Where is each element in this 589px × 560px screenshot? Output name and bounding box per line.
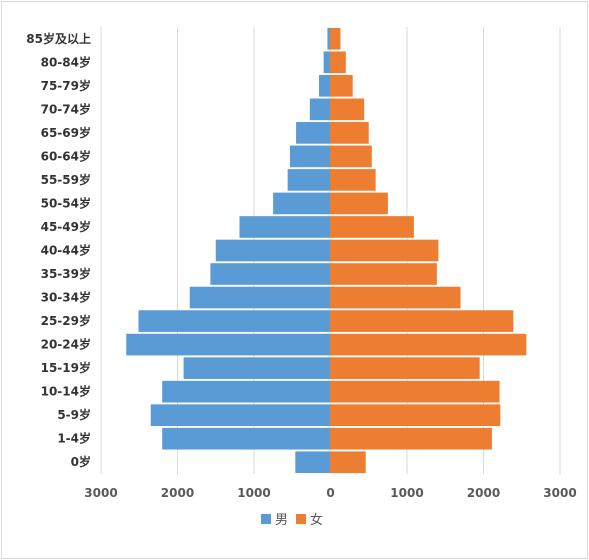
female-bar-0 bbox=[330, 451, 366, 474]
female-bar-13 bbox=[330, 145, 372, 168]
female-bar-18 bbox=[330, 27, 341, 50]
female-bar-11 bbox=[330, 192, 388, 215]
category-label: 1-4岁 bbox=[57, 431, 91, 446]
category-label: 35-39岁 bbox=[41, 266, 91, 281]
category-label: 25-29岁 bbox=[41, 313, 91, 328]
category-label: 20-24岁 bbox=[41, 337, 91, 352]
female-bar-12 bbox=[330, 169, 376, 191]
category-label: 15-19岁 bbox=[41, 360, 91, 375]
male-bar-4 bbox=[183, 357, 330, 379]
male-bar-18 bbox=[327, 27, 330, 50]
male-bar-12 bbox=[287, 169, 330, 191]
x-tick-label: 2000 bbox=[161, 486, 194, 500]
female-bar-17 bbox=[330, 51, 346, 74]
female-bar-1 bbox=[330, 427, 492, 450]
female-bar-2 bbox=[330, 404, 501, 427]
legend-swatch-male bbox=[261, 514, 271, 524]
category-label: 55-59岁 bbox=[41, 172, 91, 187]
male-bar-14 bbox=[296, 122, 330, 144]
male-bar-1 bbox=[162, 427, 330, 450]
category-label: 45-49岁 bbox=[41, 219, 91, 234]
category-label: 0岁 bbox=[71, 454, 91, 469]
female-bar-9 bbox=[330, 239, 439, 262]
male-bar-6 bbox=[138, 310, 330, 332]
category-label: 80-84岁 bbox=[41, 54, 91, 69]
legend-label-female: 女 bbox=[310, 512, 323, 528]
category-label: 30-34岁 bbox=[41, 290, 91, 305]
female-bar-6 bbox=[330, 310, 514, 332]
male-bar-15 bbox=[309, 98, 330, 121]
male-bar-17 bbox=[323, 51, 330, 74]
category-labels: 0岁 1-4岁 5-9岁 10-14岁 15-19岁 20-24岁 25-29岁 30-34岁… bbox=[26, 31, 91, 469]
x-tick-label: 3000 bbox=[543, 486, 576, 500]
female-bar-15 bbox=[330, 98, 365, 121]
legend-label-male: 男 bbox=[275, 513, 288, 528]
male-bar-10 bbox=[239, 216, 330, 238]
male-bar-16 bbox=[319, 74, 330, 97]
male-bar-3 bbox=[162, 380, 330, 403]
x-tick-label: 0 bbox=[326, 486, 334, 500]
legend: 男女 bbox=[261, 512, 323, 528]
x-tick-label: 1000 bbox=[237, 486, 270, 500]
bars bbox=[126, 27, 527, 474]
category-label: 50-54岁 bbox=[41, 195, 91, 210]
x-tick-label: 3000 bbox=[84, 486, 117, 500]
category-label: 5-9岁 bbox=[57, 407, 91, 422]
category-label: 65-69岁 bbox=[41, 125, 91, 140]
category-label: 75-79岁 bbox=[41, 78, 91, 93]
female-bar-14 bbox=[330, 122, 369, 144]
female-bar-16 bbox=[330, 74, 353, 97]
category-label: 60-64岁 bbox=[41, 148, 91, 163]
category-label: 85岁及以上 bbox=[26, 31, 91, 46]
female-bar-5 bbox=[330, 333, 527, 356]
female-bar-4 bbox=[330, 357, 480, 379]
female-bar-8 bbox=[330, 263, 437, 285]
male-bar-9 bbox=[215, 239, 330, 262]
legend-swatch-female bbox=[296, 514, 306, 524]
male-bar-7 bbox=[189, 286, 330, 309]
male-bar-5 bbox=[126, 333, 331, 356]
female-bar-3 bbox=[330, 380, 500, 403]
category-label: 10-14岁 bbox=[41, 384, 91, 399]
female-bar-10 bbox=[330, 216, 414, 238]
category-label: 70-74岁 bbox=[41, 101, 91, 116]
male-bar-2 bbox=[150, 404, 330, 427]
male-bar-11 bbox=[273, 192, 330, 215]
male-bar-13 bbox=[289, 145, 330, 168]
x-tick-label: 1000 bbox=[390, 486, 423, 500]
x-tick-label: 2000 bbox=[467, 486, 500, 500]
male-bar-8 bbox=[210, 263, 330, 285]
x-tick-labels: 3000 2000 1000 0 1000 2000 3000 bbox=[84, 486, 576, 500]
male-bar-0 bbox=[295, 451, 330, 474]
category-label: 40-44岁 bbox=[41, 243, 91, 258]
female-bar-7 bbox=[330, 286, 461, 309]
